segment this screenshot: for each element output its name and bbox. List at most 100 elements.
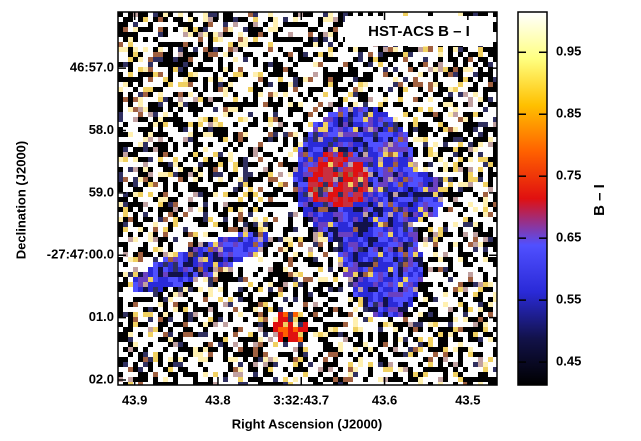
pixel: [223, 332, 228, 337]
pixel: [408, 127, 413, 132]
pixel: [143, 207, 148, 212]
pixel: [178, 22, 183, 27]
pixel: [238, 12, 243, 17]
pixel: [158, 82, 163, 87]
pixel: [493, 167, 497, 172]
pixel: [193, 182, 198, 187]
pixel: [488, 132, 493, 137]
pixel: [138, 337, 143, 342]
pixel: [278, 97, 283, 102]
pixel: [258, 82, 263, 87]
pixel: [338, 142, 343, 147]
pixel: [393, 307, 398, 312]
pixel: [318, 32, 323, 37]
pixel: [208, 82, 213, 87]
pixel: [293, 127, 298, 132]
pixel: [368, 247, 373, 252]
pixel: [378, 187, 383, 192]
pixel: [213, 132, 218, 137]
pixel: [463, 267, 468, 272]
pixel: [143, 297, 148, 302]
pixel: [388, 217, 393, 222]
pixel: [433, 267, 438, 272]
pixel: [348, 52, 353, 57]
pixel: [193, 287, 198, 292]
pixel: [468, 132, 473, 137]
pixel: [198, 262, 203, 267]
pixel: [153, 217, 158, 222]
pixel: [138, 242, 143, 247]
pixel: [133, 247, 138, 252]
pixel: [383, 262, 388, 267]
pixel: [363, 302, 368, 307]
pixel: [403, 272, 408, 277]
pixel: [133, 162, 138, 167]
pixel: [368, 312, 373, 317]
pixel: [258, 327, 263, 332]
pixel: [293, 332, 298, 337]
pixel: [243, 32, 248, 37]
pixel: [233, 247, 238, 252]
pixel: [148, 67, 153, 72]
pixel: [173, 167, 178, 172]
pixel: [313, 252, 318, 257]
pixel: [393, 127, 398, 132]
pixel: [213, 302, 218, 307]
pixel: [483, 77, 488, 82]
pixel: [153, 117, 158, 122]
pixel: [488, 317, 493, 322]
pixel: [258, 337, 263, 342]
pixel: [413, 147, 418, 152]
pixel: [153, 202, 158, 207]
pixel: [298, 97, 303, 102]
pixel: [193, 142, 198, 147]
pixel: [158, 337, 163, 342]
pixel: [438, 52, 443, 57]
pixel: [303, 277, 308, 282]
pixel: [168, 47, 173, 52]
pixel: [488, 312, 493, 317]
pixel: [353, 337, 358, 342]
pixel: [368, 227, 373, 232]
pixel: [313, 277, 318, 282]
pixel: [298, 247, 303, 252]
pixel: [208, 137, 213, 142]
pixel: [233, 262, 238, 267]
pixel: [203, 12, 208, 17]
pixel: [408, 57, 413, 62]
pixel: [268, 262, 273, 267]
pixel: [438, 277, 443, 282]
pixel: [218, 197, 223, 202]
pixel: [268, 302, 273, 307]
pixel: [278, 172, 283, 177]
pixel: [363, 222, 368, 227]
pixel: [258, 177, 263, 182]
pixel: [228, 42, 233, 47]
pixel: [348, 327, 353, 332]
pixel: [188, 157, 193, 162]
pixel: [288, 237, 293, 242]
pixel: [218, 172, 223, 177]
pixel: [133, 142, 138, 147]
pixel: [403, 137, 408, 142]
pixel: [218, 17, 223, 22]
pixel: [148, 287, 153, 292]
pixel: [448, 182, 453, 187]
pixel: [173, 87, 178, 92]
pixel: [373, 262, 378, 267]
pixel: [418, 282, 423, 287]
pixel: [208, 262, 213, 267]
pixel: [138, 92, 143, 97]
pixel: [308, 52, 313, 57]
pixel: [273, 297, 278, 302]
pixel: [203, 82, 208, 87]
pixel: [493, 272, 497, 277]
pixel: [378, 197, 383, 202]
pixel: [448, 282, 453, 287]
pixel: [358, 107, 363, 112]
pixel: [298, 57, 303, 62]
pixel: [123, 262, 128, 267]
pixel: [313, 142, 318, 147]
pixel: [203, 327, 208, 332]
pixel: [293, 282, 298, 287]
